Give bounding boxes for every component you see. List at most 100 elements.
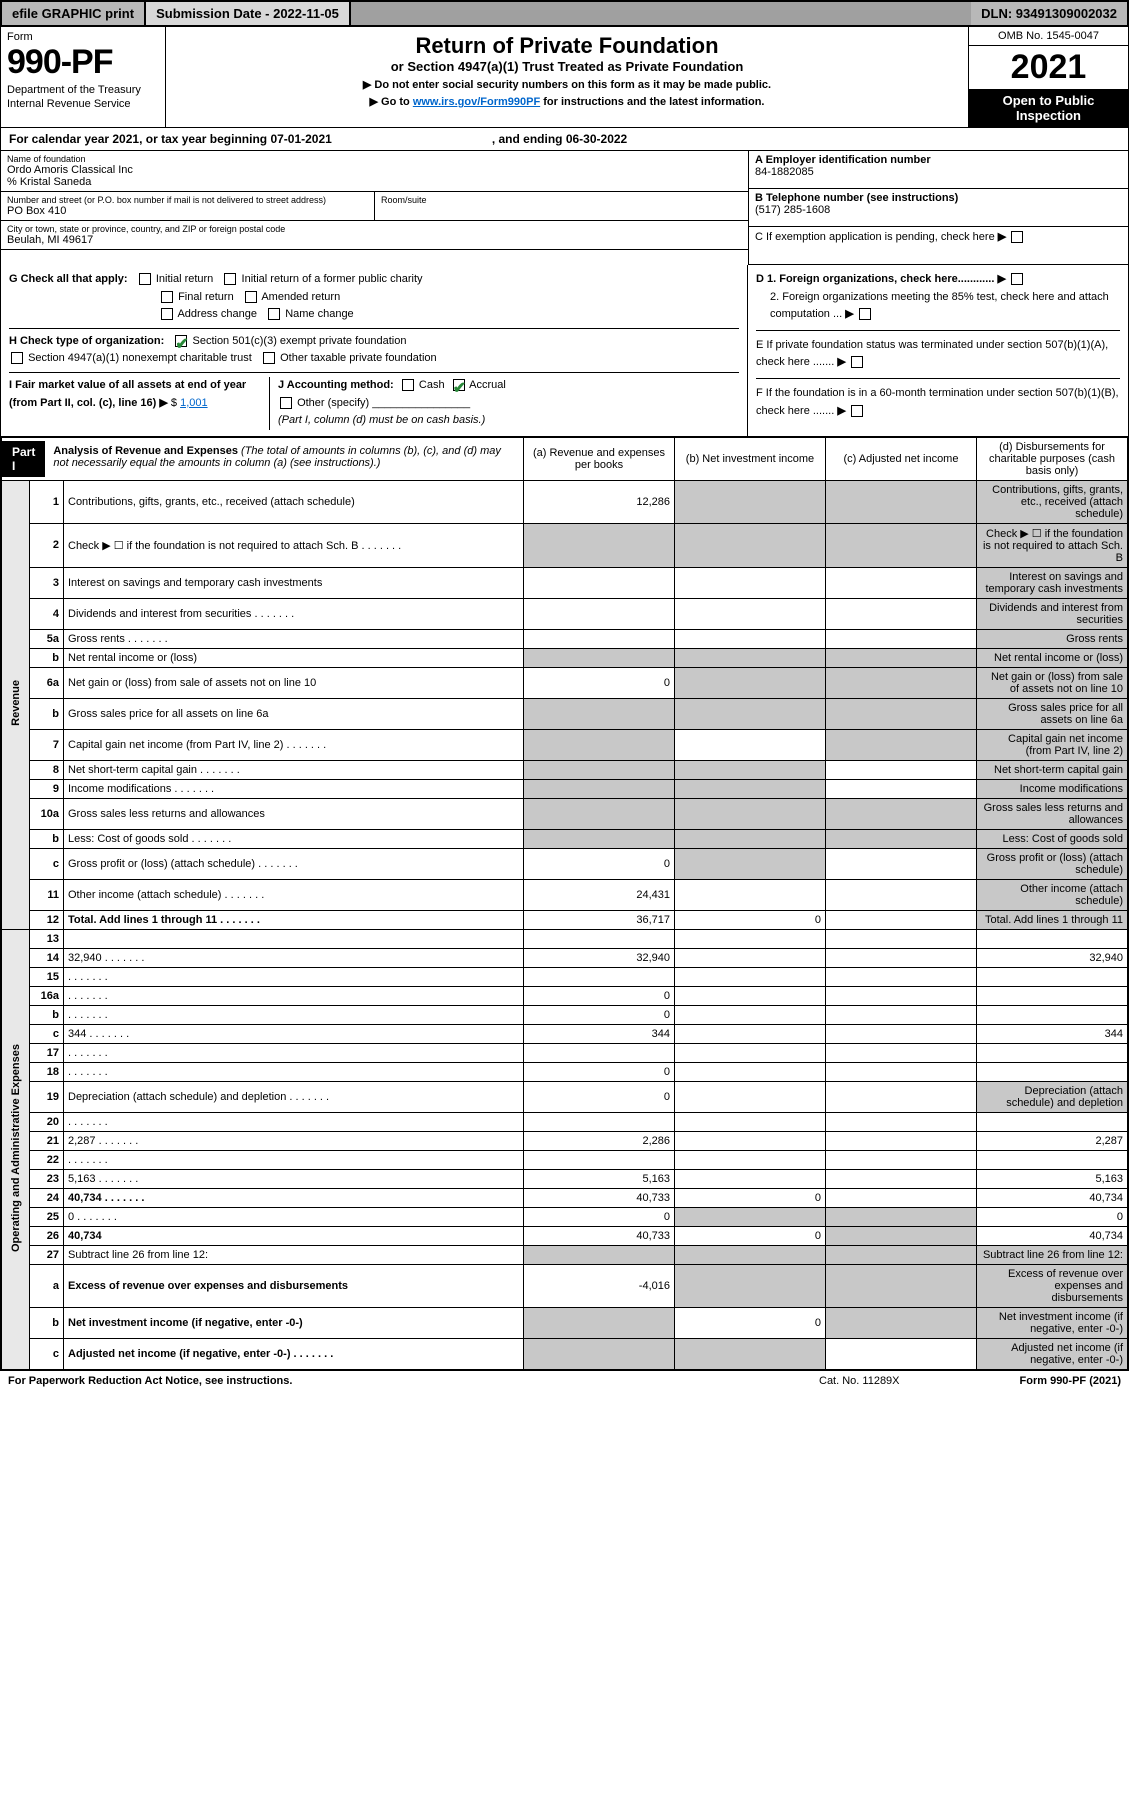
cell-a: 32,940 — [524, 948, 675, 967]
cell-a: 12,286 — [524, 480, 675, 523]
cell-d: Total. Add lines 1 through 11 — [977, 910, 1128, 929]
cell-a: -4,016 — [524, 1264, 675, 1307]
j-other[interactable] — [280, 397, 292, 409]
cell-c — [826, 798, 977, 829]
cell-b — [675, 1081, 826, 1112]
form-link[interactable]: www.irs.gov/Form990PF — [413, 96, 540, 108]
col-a-header: (a) Revenue and expenses per books — [524, 437, 675, 480]
row-description: Capital gain net income (from Part IV, l… — [64, 729, 524, 760]
exemption-cell: C If exemption application is pending, c… — [749, 227, 1128, 265]
cell-c — [826, 1081, 977, 1112]
h-4947[interactable] — [11, 352, 23, 364]
c-checkbox[interactable] — [1011, 231, 1023, 243]
row-number: 25 — [30, 1207, 64, 1226]
cell-c — [826, 929, 977, 948]
cell-c — [826, 1150, 977, 1169]
g-opt-5: Name change — [285, 308, 354, 320]
cell-b — [675, 1005, 826, 1024]
h-opt-1: Section 501(c)(3) exempt private foundat… — [192, 335, 406, 347]
f-checkbox[interactable] — [851, 405, 863, 417]
table-row: 17 . . . . . . . — [2, 1043, 1128, 1062]
d1-checkbox[interactable] — [1011, 273, 1023, 285]
cell-d: Net gain or (loss) from sale of assets n… — [977, 667, 1128, 698]
cell-a — [524, 829, 675, 848]
row-number: 12 — [30, 910, 64, 929]
table-row: 7Capital gain net income (from Part IV, … — [2, 729, 1128, 760]
j-other-label: Other (specify) — [297, 397, 369, 409]
care-of: % Kristal Saneda — [7, 176, 742, 188]
part1-label: Part I — [2, 441, 45, 477]
cell-a: 344 — [524, 1024, 675, 1043]
j-accrual[interactable] — [453, 379, 465, 391]
cell-b — [675, 848, 826, 879]
cell-c — [826, 480, 977, 523]
tax-year: 2021 — [969, 46, 1128, 89]
header-right: OMB No. 1545-0047 2021 Open to Public In… — [968, 27, 1128, 127]
row-description: Check ▶ ☐ if the foundation is not requi… — [64, 523, 524, 567]
row-description: Depreciation (attach schedule) and deple… — [64, 1081, 524, 1112]
room-cell: Room/suite — [374, 192, 748, 221]
h-label: H Check type of organization: — [9, 335, 164, 347]
col-b-header: (b) Net investment income — [675, 437, 826, 480]
h-opt-2: Section 4947(a)(1) nonexempt charitable … — [28, 352, 252, 364]
row-description: Total. Add lines 1 through 11 . . . . . … — [64, 910, 524, 929]
cell-d: Interest on savings and temporary cash i… — [977, 567, 1128, 598]
g-initial-return[interactable] — [139, 273, 151, 285]
cell-d: Net investment income (if negative, ente… — [977, 1307, 1128, 1338]
omb-number: OMB No. 1545-0047 — [969, 27, 1128, 46]
cell-d: Dividends and interest from securities — [977, 598, 1128, 629]
j-note: (Part I, column (d) must be on cash basi… — [278, 414, 485, 426]
g-address-change[interactable] — [161, 308, 173, 320]
header-left: Form 990-PF Department of the Treasury I… — [1, 27, 166, 127]
cell-b — [675, 1043, 826, 1062]
foundation-name: Ordo Amoris Classical Inc — [7, 164, 742, 176]
table-row: bLess: Cost of goods sold . . . . . . .L… — [2, 829, 1128, 848]
table-row: 235,163 . . . . . . .5,1635,163 — [2, 1169, 1128, 1188]
row-description: Income modifications . . . . . . . — [64, 779, 524, 798]
submission-date: Submission Date - 2022-11-05 — [146, 2, 351, 25]
row-number: c — [30, 848, 64, 879]
cell-c — [826, 1338, 977, 1369]
row-number: 21 — [30, 1131, 64, 1150]
row-description: . . . . . . . — [64, 967, 524, 986]
cell-b — [675, 1207, 826, 1226]
h-other-taxable[interactable] — [263, 352, 275, 364]
d2-checkbox[interactable] — [859, 308, 871, 320]
j-cash[interactable] — [402, 379, 414, 391]
cell-a — [524, 1150, 675, 1169]
e-checkbox[interactable] — [851, 356, 863, 368]
h-501c3[interactable] — [175, 335, 187, 347]
cell-c — [826, 698, 977, 729]
d1-label: D 1. Foreign organizations, check here..… — [756, 273, 994, 285]
table-row: 4Dividends and interest from securities … — [2, 598, 1128, 629]
cell-a: 0 — [524, 667, 675, 698]
cell-b — [675, 879, 826, 910]
cell-b — [675, 1062, 826, 1081]
cell-d: Gross sales price for all assets on line… — [977, 698, 1128, 729]
cell-b: 0 — [675, 1307, 826, 1338]
open-public: Open to Public Inspection — [969, 89, 1128, 127]
cal-begin: For calendar year 2021, or tax year begi… — [9, 132, 332, 146]
i-value[interactable]: 1,001 — [180, 397, 208, 409]
table-row: bGross sales price for all assets on lin… — [2, 698, 1128, 729]
row-number: 17 — [30, 1043, 64, 1062]
cell-a: 36,717 — [524, 910, 675, 929]
cell-d — [977, 1112, 1128, 1131]
g-initial-former[interactable] — [224, 273, 236, 285]
cell-b — [675, 667, 826, 698]
cell-b — [675, 523, 826, 567]
g-final-return[interactable] — [161, 291, 173, 303]
g-amended[interactable] — [245, 291, 257, 303]
g-name-change[interactable] — [268, 308, 280, 320]
cell-a — [524, 523, 675, 567]
row-description: . . . . . . . — [64, 1005, 524, 1024]
cell-c — [826, 1264, 977, 1307]
cell-c — [826, 1043, 977, 1062]
row-number: 11 — [30, 879, 64, 910]
cell-c — [826, 1005, 977, 1024]
city: Beulah, MI 49617 — [7, 234, 742, 246]
row-number: b — [30, 1005, 64, 1024]
g-opt-4: Address change — [177, 308, 257, 320]
table-row: 3Interest on savings and temporary cash … — [2, 567, 1128, 598]
cell-a — [524, 629, 675, 648]
